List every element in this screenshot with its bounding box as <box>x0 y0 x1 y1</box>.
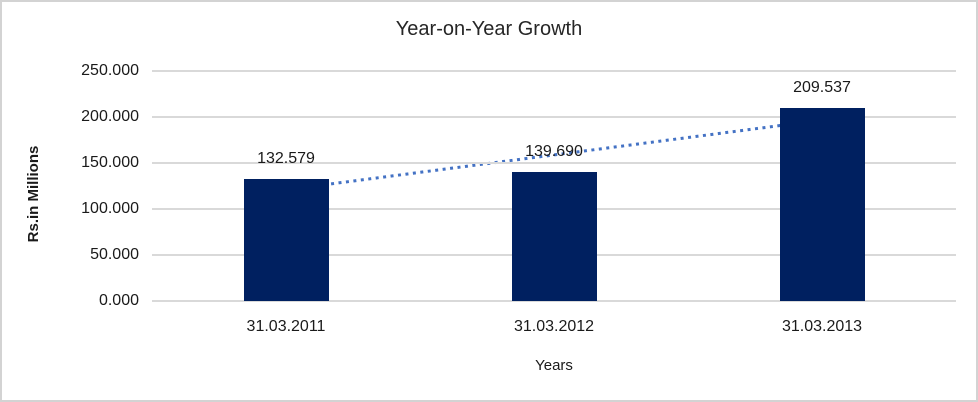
y-tick-label: 200.000 <box>81 108 139 125</box>
bar-value-label: 132.579 <box>257 150 315 168</box>
bar <box>779 108 865 301</box>
x-category-label: 31.03.2013 <box>781 318 863 335</box>
bar-value-label: 209.537 <box>793 79 851 97</box>
bar <box>243 179 329 301</box>
y-tick-label: 150.000 <box>81 154 139 171</box>
gridline <box>152 70 956 72</box>
bar-value-label: 139.690 <box>525 143 583 161</box>
gridline <box>152 300 956 302</box>
gridline <box>152 116 956 118</box>
y-tick-label: 50.000 <box>90 246 139 263</box>
gridline <box>152 162 956 164</box>
x-category-label: 31.03.2011 <box>246 318 326 335</box>
y-tick-label: 0.000 <box>98 292 139 309</box>
y-tick-label: 100.000 <box>81 200 139 217</box>
x-axis-title: Years <box>535 357 573 374</box>
bar <box>511 172 597 301</box>
y-tick-label: 250.000 <box>81 62 139 79</box>
chart-title: Year-on-Year Growth <box>395 18 583 40</box>
x-category-label: 31.03.2012 <box>513 318 595 335</box>
